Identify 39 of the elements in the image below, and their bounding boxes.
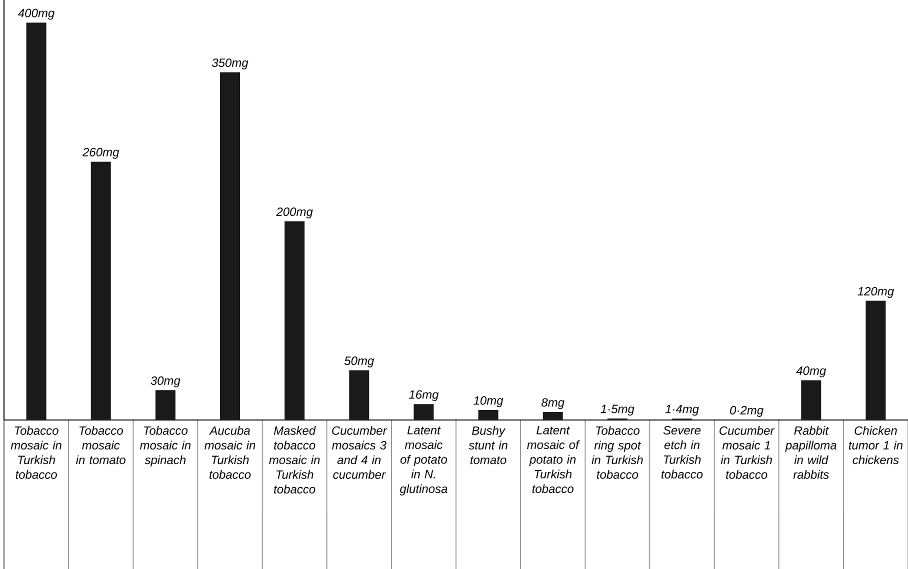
data-label: 1·4mg (665, 404, 699, 416)
bar (220, 72, 240, 420)
data-label: 16mg (409, 390, 439, 401)
x-tick-label: Chicken tumor 1 in chickens (848, 426, 902, 464)
x-tick-label: Bushy stunt in tomato (468, 426, 508, 464)
data-label: 400mg (18, 8, 55, 20)
data-label: 200mg (276, 207, 313, 218)
bar (26, 22, 46, 420)
x-tick-label: Severe etch in Turkish tobacco (662, 426, 703, 478)
data-label: 260mg (82, 148, 120, 159)
bar (414, 404, 434, 420)
data-label: 10mg (474, 396, 504, 407)
x-tick-label: Rabbit papilloma in wild rabbits (785, 426, 836, 479)
data-label: 1·5mg (600, 404, 634, 416)
bar (866, 300, 886, 420)
x-tick-label: Aucuba mosaic in Turkish tobacco (204, 426, 256, 479)
data-label: 350mg (212, 58, 248, 70)
x-tick-label: Cucumber mosaics 3 and 4 in cucumber (332, 426, 388, 479)
bar (542, 412, 563, 420)
x-tick-label: Latent mosaic of potato in N. glutinosa (400, 426, 448, 496)
data-label: 50mg (344, 356, 374, 368)
data-label: 8mg (542, 398, 564, 409)
x-tick-label: Tobacco mosaic in spinach (140, 426, 191, 466)
x-tick-label: Tobacco ring spot in Turkish tobacco (592, 426, 643, 479)
x-tick-label: Tobacco mosaic in Turkish tobacco (10, 426, 62, 479)
data-label: 30mg (150, 376, 180, 388)
bar (801, 380, 822, 420)
data-label: 0·2mg (730, 406, 764, 417)
data-label: 120mg (858, 286, 894, 298)
bar (284, 221, 305, 420)
x-tick-label: Masked tobacco mosaic in Turkish tobacco (269, 426, 320, 494)
bar (90, 162, 111, 420)
bar (155, 390, 176, 420)
x-tick-label: Tobacco mosaic in tomato (76, 426, 126, 464)
data-label: 40mg (796, 366, 826, 378)
x-tick-label: Cucumber mosaic 1 in Turkish tobacco (720, 426, 775, 479)
x-tick-label: Latent mosaic of potato in Turkish tobacco (527, 426, 580, 493)
bar (478, 410, 498, 420)
bar (349, 370, 370, 420)
